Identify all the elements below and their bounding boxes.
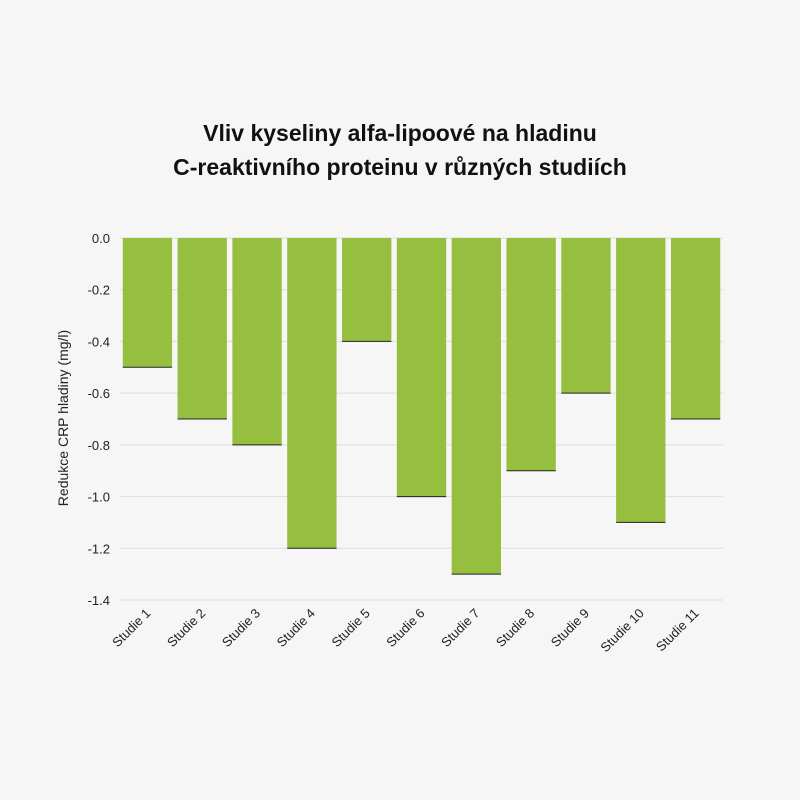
bar-10 xyxy=(616,238,666,523)
y-tick-label: -0.8 xyxy=(88,438,110,453)
y-tick-label: -1.4 xyxy=(88,593,110,608)
x-tick-label: Studie 11 xyxy=(653,606,702,655)
bar-9 xyxy=(561,238,611,394)
y-tick-label: -0.2 xyxy=(88,283,110,298)
x-tick-label: Studie 7 xyxy=(438,606,482,650)
bar-4 xyxy=(287,238,337,549)
chart-title-line-1: Vliv kyseliny alfa-lipoové na hladinu xyxy=(203,120,597,146)
y-tick-label: 0.0 xyxy=(92,231,110,246)
y-axis-ticks: 0.0 -0.2 -0.4 -0.6 -0.8 -1.0 -1.2 -1.4 xyxy=(88,231,110,608)
y-tick-label: -1.2 xyxy=(88,541,110,556)
x-tick-label: Studie 6 xyxy=(383,606,427,650)
bar-1 xyxy=(122,238,173,368)
bar-8 xyxy=(506,238,556,471)
x-tick-label: Studie 8 xyxy=(493,606,537,650)
x-tick-label: Studie 5 xyxy=(328,606,372,650)
bar-layer xyxy=(122,238,721,575)
y-tick-label: -0.6 xyxy=(88,386,110,401)
y-tick-label: -0.4 xyxy=(88,334,110,349)
y-axis-label: Redukce CRP hladiny (mg/l) xyxy=(55,330,71,506)
chart-title-line-2: C-reaktivního proteinu v různých studiíc… xyxy=(173,154,627,180)
x-tick-label: Studie 10 xyxy=(597,606,646,655)
x-tick-label: Studie 2 xyxy=(164,606,208,650)
bar-5 xyxy=(342,238,392,342)
chart-title: Vliv kyseliny alfa-lipoové na hladinu C-… xyxy=(0,116,800,184)
bar-7 xyxy=(451,238,501,575)
bar-11 xyxy=(670,238,721,419)
bar-3 xyxy=(232,238,282,445)
x-tick-label: Studie 3 xyxy=(219,606,263,650)
bar-6 xyxy=(396,238,447,497)
y-tick-label: -1.0 xyxy=(88,490,110,505)
x-tick-label: Studie 9 xyxy=(548,606,592,650)
x-tick-label: Studie 1 xyxy=(109,606,153,650)
bar-2 xyxy=(177,238,227,419)
x-tick-label: Studie 4 xyxy=(274,606,318,650)
x-axis-ticks: Studie 1 Studie 2 Studie 3 Studie 4 Studie 5… xyxy=(109,606,702,655)
